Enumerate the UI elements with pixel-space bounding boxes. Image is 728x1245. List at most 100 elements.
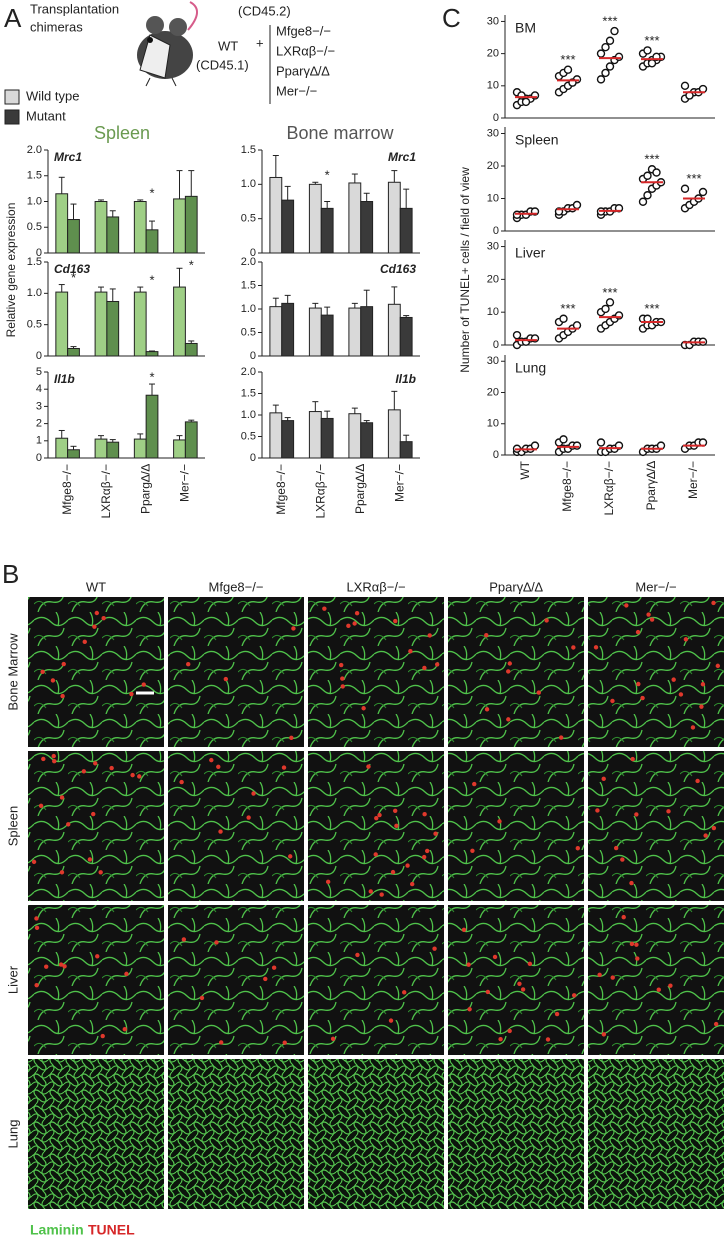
- bar: [145, 351, 159, 357]
- y-tick-label: 5: [36, 366, 42, 378]
- column-label: Mfge8−/−: [209, 579, 264, 594]
- column-label: Pparγ∆/∆: [489, 579, 543, 594]
- data-point: [601, 42, 610, 52]
- row-label: Spleen: [5, 806, 20, 846]
- bar: [94, 291, 108, 357]
- tunel-dot: [466, 962, 471, 967]
- y-tick-label: 10: [487, 80, 499, 92]
- tunel-dot: [93, 761, 98, 766]
- y-tick-label: 3: [36, 400, 42, 412]
- tunel-dot: [703, 833, 708, 838]
- tunel-dot: [388, 1018, 394, 1023]
- tunel-dot: [715, 663, 721, 669]
- tunel-dot: [695, 778, 700, 784]
- y-tick-label: 4: [36, 383, 42, 395]
- tunel-dot: [484, 707, 490, 712]
- bar: [55, 193, 69, 254]
- bar: [55, 437, 69, 459]
- data-point: [521, 97, 531, 107]
- tunel-dot: [62, 964, 67, 969]
- data-point: [572, 441, 582, 450]
- y-tick-label: 0: [493, 339, 499, 351]
- tunel-dot: [92, 624, 97, 629]
- tunel-dot: [683, 637, 689, 642]
- data-point: [601, 304, 610, 314]
- column-title: Spleen: [94, 123, 150, 143]
- tunel-dot: [141, 682, 146, 687]
- bar: [269, 176, 283, 254]
- tunel-dot: [377, 812, 382, 818]
- tunel-dot: [595, 808, 600, 813]
- tunel-dot: [40, 669, 45, 674]
- x-tick-label: Pparγ∆/∆: [644, 460, 658, 510]
- tunel-dot: [289, 735, 294, 740]
- tunel-dot: [629, 880, 634, 886]
- tunel-dot: [330, 1036, 336, 1042]
- tunel-dot: [571, 645, 576, 650]
- micrograph: [308, 1059, 444, 1209]
- tunel-dot: [282, 1040, 287, 1045]
- tunel-dot: [536, 690, 541, 695]
- tunel-dot: [209, 757, 214, 763]
- tunel-dot: [621, 914, 626, 920]
- tunel-dot: [60, 693, 65, 699]
- x-tick-label: Mer−/−: [178, 464, 192, 502]
- y-tick-label: 0: [36, 350, 42, 362]
- micrograph: [28, 905, 164, 1055]
- micrograph: [308, 597, 444, 747]
- tunel-dot: [179, 779, 184, 785]
- x-tick-label: Mfge8−/−: [560, 461, 574, 512]
- tunel-dot: [199, 995, 205, 1001]
- data-point: [680, 81, 690, 91]
- panel-label: B: [2, 559, 19, 589]
- tunel-dot: [408, 649, 413, 654]
- bar: [173, 198, 186, 254]
- tunel-dot: [34, 916, 39, 921]
- tunel-dot: [640, 695, 645, 701]
- tunel-dot: [61, 661, 66, 667]
- tunel-dot: [263, 976, 268, 982]
- tunel-dot: [95, 954, 100, 959]
- gene-label: Il1b: [54, 372, 75, 386]
- tunel-dot: [137, 774, 142, 779]
- y-tick-label: 2.0: [27, 144, 42, 156]
- x-tick-label: WT: [518, 460, 532, 479]
- y-tick-label: 0: [250, 350, 256, 362]
- bar: [94, 201, 108, 254]
- tunel-dot: [251, 791, 256, 796]
- data-point: [605, 298, 615, 307]
- tunel-dot: [593, 645, 599, 650]
- tunel-dot: [601, 1032, 607, 1037]
- x-tick-label: LXRαβ−/−: [99, 464, 113, 519]
- data-point: [647, 59, 657, 68]
- tunel-dot: [498, 1036, 503, 1042]
- y-tick-label: 30: [487, 240, 499, 252]
- data-point: [530, 441, 540, 450]
- x-tick-label: LXRαβ−/−: [313, 464, 327, 519]
- tunel-dot: [130, 772, 135, 778]
- tunel-dot: [402, 990, 407, 995]
- data-point: [610, 26, 619, 36]
- x-tick-label: Pparg∆/∆: [353, 463, 367, 514]
- bar: [281, 420, 295, 459]
- tunel-dot: [507, 661, 512, 666]
- tunel-dot: [366, 764, 371, 769]
- x-tick-label: Pparg∆/∆: [138, 463, 152, 514]
- y-tick-label: 0: [250, 452, 256, 464]
- y-tick-label: 0: [493, 225, 499, 237]
- header-text: Transplantation: [30, 1, 119, 16]
- tunel-dot: [421, 854, 427, 860]
- micrograph: [588, 1059, 724, 1209]
- data-point: [559, 314, 568, 323]
- bar: [399, 207, 413, 254]
- tissue-label: BM: [515, 20, 536, 36]
- y-tick-label: 0: [250, 247, 256, 259]
- bar: [281, 302, 295, 357]
- header-text: WT: [218, 38, 238, 53]
- tunel-dot: [425, 848, 430, 854]
- y-tick-label: 1.5: [241, 279, 256, 291]
- tunel-dot: [82, 639, 87, 645]
- tunel-dot: [405, 863, 410, 868]
- tunel-dot: [646, 612, 651, 617]
- y-tick-label: 30: [487, 127, 499, 139]
